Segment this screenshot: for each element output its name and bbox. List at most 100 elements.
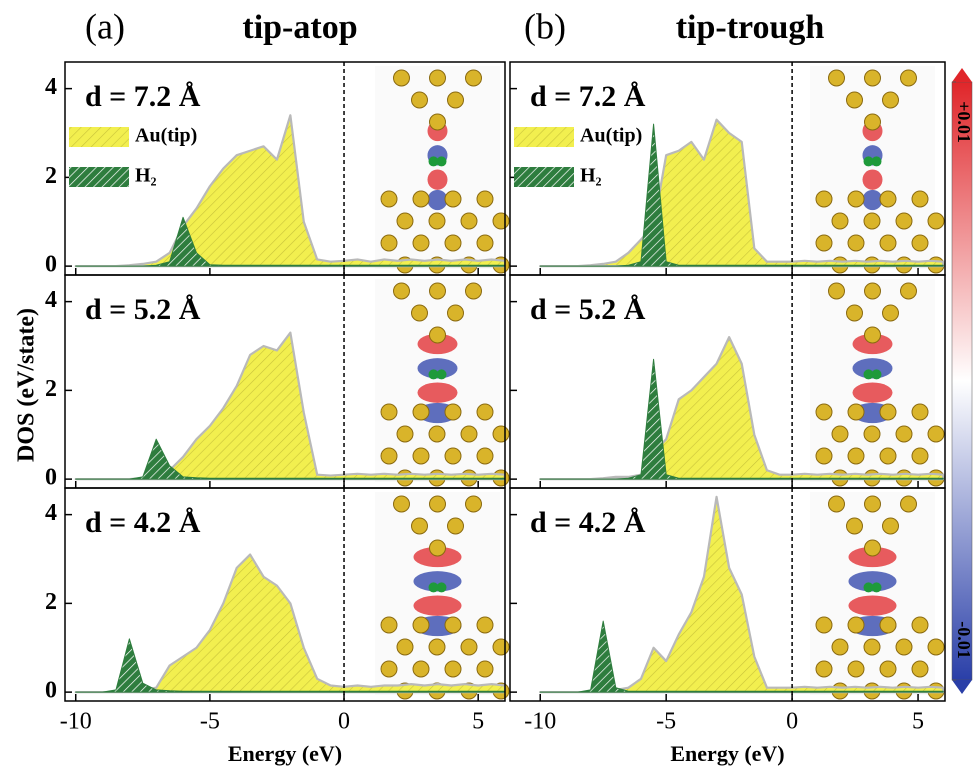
gold-atom — [816, 661, 832, 677]
gold-atom — [883, 305, 899, 321]
legend-label: Au(tip) — [135, 125, 197, 147]
gold-atom — [865, 540, 881, 556]
gold-atom — [848, 404, 864, 420]
legend-swatch-hatch — [514, 127, 574, 147]
gold-atom — [394, 70, 410, 86]
gold-atom — [381, 191, 397, 207]
gold-atom — [848, 235, 864, 251]
gold-atom — [430, 540, 446, 556]
gold-atom — [912, 617, 928, 633]
x-tick-label: -5 — [200, 709, 220, 735]
x-tick-label: -10 — [524, 709, 556, 735]
gold-atom — [847, 92, 863, 108]
gold-atom — [413, 617, 429, 633]
gold-atom — [445, 617, 461, 633]
y-tick-label: 2 — [45, 376, 57, 402]
gold-atom — [477, 617, 493, 633]
h2-atom — [437, 156, 447, 166]
gold-atom — [847, 518, 863, 534]
gold-atom — [381, 404, 397, 420]
gold-atom — [445, 235, 461, 251]
gold-atom — [413, 404, 429, 420]
column-title: tip-trough — [676, 9, 825, 46]
gold-atom — [477, 404, 493, 420]
legend-label: Au(tip) — [580, 125, 642, 147]
x-axis-label: Energy (eV) — [228, 741, 342, 766]
density-lobe — [418, 383, 458, 403]
gold-atom — [493, 213, 509, 229]
gold-atom — [461, 213, 477, 229]
gold-atom — [865, 283, 881, 299]
gold-atom — [412, 518, 428, 534]
y-tick-label: 0 — [45, 678, 57, 704]
gold-atom — [477, 661, 493, 677]
density-lobe — [863, 170, 883, 190]
structure-inset — [375, 279, 509, 486]
gold-atom — [865, 114, 881, 130]
gold-atom — [864, 213, 880, 229]
legend-swatch-hatch — [69, 127, 129, 147]
gold-atom — [381, 617, 397, 633]
legend-swatch-hatch — [69, 167, 129, 187]
gold-atom — [466, 496, 482, 512]
y-tick-label: 0 — [45, 465, 57, 491]
structure-inset — [810, 492, 944, 699]
y-tick-label: 4 — [45, 74, 57, 100]
y-tick-label: 2 — [45, 163, 57, 189]
gold-atom — [880, 617, 896, 633]
gold-atom — [883, 518, 899, 534]
gold-atom — [880, 404, 896, 420]
gold-atom — [381, 661, 397, 677]
y-tick-label: 4 — [45, 287, 57, 313]
panel-annotation: d = 5.2 Å — [85, 293, 201, 326]
gold-atom — [928, 639, 944, 655]
gold-atom — [912, 661, 928, 677]
gold-atom — [829, 70, 845, 86]
legend-label: H₂ — [135, 165, 157, 187]
gold-atom — [381, 235, 397, 251]
gold-atom — [397, 213, 413, 229]
gold-atom — [412, 92, 428, 108]
gold-atom — [896, 213, 912, 229]
gold-atom — [829, 496, 845, 512]
gold-atom — [430, 327, 446, 343]
gold-atom — [848, 448, 864, 464]
gold-atom — [865, 496, 881, 512]
gold-atom — [912, 448, 928, 464]
gold-atom — [901, 496, 917, 512]
colorbar-arrow — [952, 680, 972, 694]
colorbar — [952, 82, 972, 680]
density-lobe — [853, 383, 893, 403]
gold-atom — [928, 213, 944, 229]
gold-atom — [816, 448, 832, 464]
gold-atom — [394, 283, 410, 299]
gold-atom — [466, 283, 482, 299]
x-tick-label: -10 — [60, 709, 92, 735]
gold-atom — [847, 305, 863, 321]
h2-atom — [872, 369, 882, 379]
gold-atom — [394, 496, 410, 512]
gold-atom — [848, 617, 864, 633]
structure-inset — [375, 492, 509, 699]
gold-atom — [832, 426, 848, 442]
x-tick-label: 0 — [338, 709, 350, 735]
gold-atom — [832, 639, 848, 655]
h2-atom — [872, 582, 882, 592]
gold-atom — [865, 70, 881, 86]
gold-atom — [413, 191, 429, 207]
panel-annotation: d = 4.2 Å — [530, 506, 646, 539]
gold-atom — [816, 191, 832, 207]
gold-atom — [429, 426, 445, 442]
density-lobe — [849, 596, 897, 616]
gold-atom — [864, 639, 880, 655]
panel-annotation: d = 4.2 Å — [85, 506, 201, 539]
h2-atom — [437, 369, 447, 379]
gold-atom — [381, 448, 397, 464]
legend-label: H₂ — [580, 165, 602, 187]
figure: (a) tip-atop (b) tip-trough DOS (eV/stat… — [0, 0, 976, 781]
density-lobe — [428, 190, 448, 210]
panel-annotation: d = 7.2 Å — [530, 80, 646, 113]
gold-atom — [896, 639, 912, 655]
gold-atom — [448, 305, 464, 321]
gold-atom — [397, 426, 413, 442]
